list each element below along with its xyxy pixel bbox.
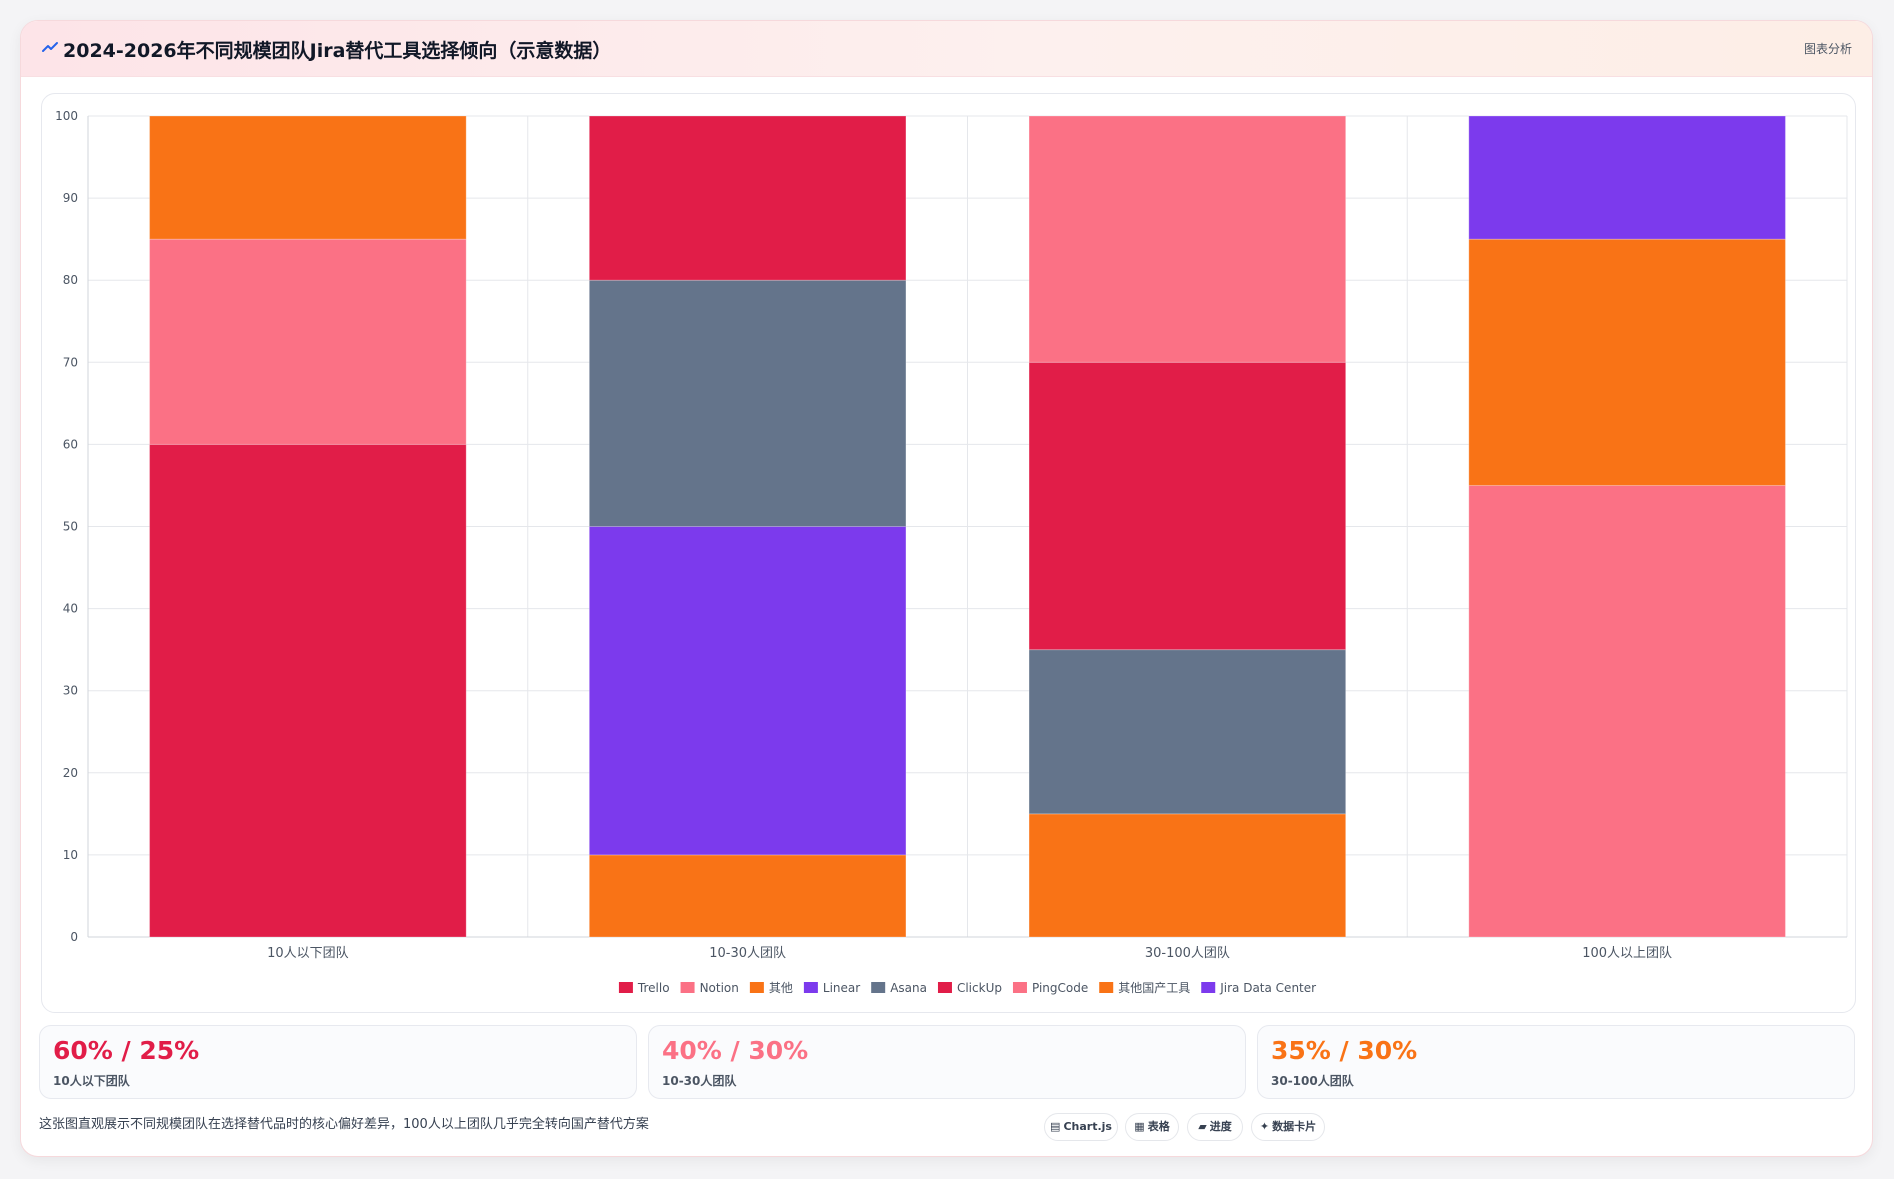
y-tick-label: 0 (70, 930, 78, 944)
legend-swatch (1201, 982, 1216, 993)
y-tick-label: 40 (63, 602, 78, 616)
chip-table[interactable]: ▦ 表格 (1125, 1113, 1179, 1141)
legend-label: Jira Data Center (1219, 981, 1316, 995)
stat-value: 35% / 30% (1271, 1036, 1418, 1065)
legend-swatch (680, 982, 695, 993)
table-icon: ▦ (1134, 1120, 1145, 1133)
chip-label: 数据卡片 (1272, 1120, 1317, 1133)
bar-segment (1468, 484, 1786, 938)
chart-panel: 0 10 20 30 40 50 60 70 80 90 100 10人以下团队 10-30人团队 30-… (41, 93, 1856, 1013)
stat-card-medium: 40% / 30% 10-30人团队 (648, 1025, 1246, 1099)
y-tick-label: 50 (63, 520, 78, 534)
bar-segment (588, 279, 907, 527)
legend-swatch (1012, 982, 1027, 993)
chip-label: 表格 (1147, 1120, 1170, 1133)
chip-progress[interactable]: ▰ 进度 (1187, 1113, 1243, 1141)
card-icon: ✦ (1259, 1120, 1270, 1133)
progress-icon: ▰ (1198, 1120, 1207, 1133)
y-tick-label: 10 (63, 848, 78, 862)
y-tick-label: 20 (63, 766, 78, 780)
x-tick-label: 30-100人团队 (1145, 946, 1230, 961)
legend-swatch (1099, 982, 1114, 993)
stat-label: 10人以下团队 (53, 1074, 130, 1088)
y-tick-label: 100 (55, 109, 78, 123)
legend-label: ClickUp (957, 981, 1002, 995)
bar-segment (1028, 115, 1347, 363)
y-tick-label: 90 (63, 191, 78, 205)
trend-icon (42, 42, 58, 52)
legend-label: Linear (823, 981, 860, 995)
chip-data-card[interactable]: ✦ 数据卡片 (1251, 1113, 1325, 1141)
bar-segment (588, 526, 907, 856)
legend-swatch (937, 982, 952, 993)
legend-swatch (803, 982, 818, 993)
chart-icon: ▤ (1050, 1120, 1061, 1133)
legend-label: Notion (700, 981, 739, 995)
chip-label: Chart.js (1063, 1120, 1112, 1133)
stat-label: 30-100人团队 (1271, 1074, 1354, 1088)
card-header: 2024-2026年不同规模团队Jira替代工具选择倾向（示意数据） 图表分析 (21, 21, 1872, 77)
chart-analysis-label[interactable]: 图表分析 (1803, 42, 1852, 56)
legend-swatch (749, 982, 764, 993)
bar-segment (149, 443, 467, 938)
stacked-bar-chart: 0 10 20 30 40 50 60 70 80 90 100 10人以下团队 10-30人团队 30-… (55, 109, 1848, 995)
chip-chartjs[interactable]: ▤ Chart.js (1044, 1113, 1118, 1141)
x-tick-label: 10人以下团队 (267, 946, 349, 961)
legend-label: 其他国产工具 (1118, 981, 1190, 995)
stat-value: 60% / 25% (53, 1036, 200, 1065)
stat-label: 10-30人团队 (662, 1074, 737, 1088)
y-tick-label: 70 (63, 355, 78, 369)
y-tick-label: 60 (63, 437, 78, 451)
legend-swatch (618, 982, 633, 993)
legend-label: Trello (637, 981, 670, 995)
x-tick-label: 10-30人团队 (709, 946, 786, 961)
bar-segment (1468, 115, 1786, 240)
bar-segment (588, 115, 907, 281)
legend-label: PingCode (1032, 981, 1088, 995)
x-tick-label: 100人以上团队 (1582, 946, 1672, 961)
legend-label: 其他 (769, 981, 793, 995)
stat-card-small: 60% / 25% 10人以下团队 (39, 1025, 637, 1099)
bar-segment (149, 115, 467, 240)
bar-segment (1028, 649, 1347, 815)
chip-label: 进度 (1209, 1120, 1232, 1133)
stat-value: 40% / 30% (662, 1036, 809, 1065)
bar-segment (1468, 238, 1786, 486)
chart-card: 2024-2026年不同规模团队Jira替代工具选择倾向（示意数据） 图表分析 … (20, 20, 1873, 1157)
legend-label: Asana (890, 981, 927, 995)
stat-card-large: 35% / 30% 30-100人团队 (1257, 1025, 1855, 1099)
y-tick-label: 80 (63, 273, 78, 287)
y-tick-label: 30 (63, 684, 78, 698)
bar-segment (588, 854, 907, 938)
chart-footnote: 这张图直观展示不同规模团队在选择替代品时的核心偏好差异，100人以上团队几乎完全… (39, 1117, 649, 1132)
chart-title: 2024-2026年不同规模团队Jira替代工具选择倾向（示意数据） (63, 40, 612, 62)
bar-segment (1028, 361, 1347, 651)
bar-segment (1028, 813, 1347, 938)
legend-swatch (871, 982, 886, 993)
bar-segment (149, 238, 467, 445)
